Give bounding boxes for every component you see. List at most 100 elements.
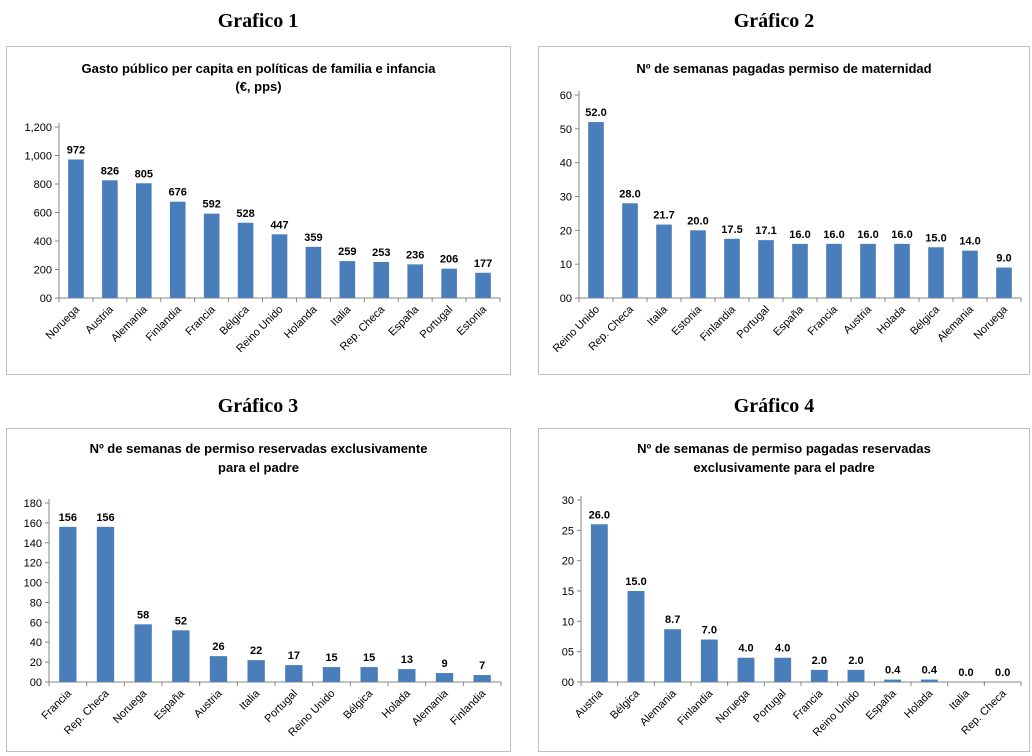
x-tick-label: Holanda [282,303,320,341]
x-tick-label: Holada [875,303,909,337]
bar [962,250,978,298]
data-label: 58 [137,609,149,621]
x-tick-label: España [864,687,899,722]
y-tick-label: 180 [24,498,42,510]
bar [920,679,938,682]
data-label: 0.0 [958,667,973,679]
y-tick-label: 40 [560,158,572,170]
x-tick-label: Italia [237,687,263,713]
data-label: 2.0 [812,655,827,667]
bar [588,122,604,298]
bar [627,591,645,682]
data-label: 15 [325,652,337,664]
y-tick-label: 100 [24,578,42,590]
y-tick-label: 1,000 [24,151,52,163]
x-tick-label: Italia [947,687,973,713]
bar [884,679,902,682]
y-tick-label: 140 [24,538,42,550]
x-tick-label: Finlandia [675,687,716,728]
x-tick-label: Austria [573,687,606,720]
data-label: 28.0 [619,188,640,200]
y-tick-label: 50 [560,124,572,136]
bar [322,667,341,682]
bar [826,243,842,298]
y-tick-label: 25 [562,525,574,537]
bar-chart-4: Nº de semanas de permiso pagadas reserva… [562,441,1022,739]
bar [860,243,876,298]
bar-chart-3: Nº de semanas de permiso reservadas excl… [24,441,502,739]
chart-subtitle: (€, pps) [235,79,281,94]
y-tick-label: 15 [562,586,574,598]
y-tick-label: 1,200 [24,122,52,134]
y-tick-label: 00 [562,677,574,689]
data-label: 156 [96,512,114,524]
x-tick-label: Francia [183,303,218,338]
data-label: 20.0 [687,215,708,227]
data-label: 0.0 [995,667,1010,679]
data-label: 4.0 [738,643,753,655]
data-label: 21.7 [653,210,674,222]
data-label: 805 [135,168,153,180]
x-tick-label: Noruega [972,303,1011,342]
bar [360,667,378,682]
x-tick-label: Finlandia [448,687,489,728]
data-label: 2.0 [848,655,863,667]
bar [622,203,638,298]
chart-frame: Nº de semanas pagadas permiso de materni… [538,46,1030,375]
bar [758,240,774,298]
x-tick-label: Bélgica [608,687,643,722]
y-tick-label: 20 [562,556,574,568]
data-label: 26.0 [589,509,610,521]
bar [774,657,792,682]
y-tick-label: 10 [562,616,574,628]
bar [209,656,228,682]
data-label: 52.0 [585,107,606,119]
y-tick-label: 400 [34,236,52,248]
chart-panel-2: Gráfico 2 Nº de semanas pagadas permiso … [516,0,1032,376]
y-tick-label: 30 [560,192,572,204]
x-tick-label: Noruega [714,687,753,726]
x-tick-label: Alemania [638,687,680,729]
x-tick-label: Bélgica [341,687,376,722]
bar [305,246,322,298]
data-label: 15 [363,652,375,664]
chart-subtitle: para el padre [218,460,299,475]
x-tick-label: Francia [791,687,826,722]
data-label: 826 [101,165,119,177]
chart-frame: Nº de semanas de permiso reservadas excl… [6,428,511,752]
x-tick-label: Austria [83,303,116,336]
y-tick-label: 30 [562,495,574,507]
bar [441,268,457,298]
data-label: 8.7 [665,614,680,626]
x-tick-label: Finlandia [144,303,185,344]
bar [810,669,828,682]
x-tick-label: Alemania [935,303,977,345]
bar [169,201,186,298]
y-tick-label: 120 [24,558,42,570]
data-label: 7 [479,660,485,672]
bar [475,272,491,298]
bar [737,657,755,682]
bar [285,665,303,682]
bar [792,243,808,298]
x-tick-label: Alemania [410,687,452,729]
chart-title: Gasto público per capita en políticas de… [82,61,437,76]
chart-heading: Grafico 1 [217,10,299,32]
bar [271,234,288,298]
bar [96,526,115,682]
y-tick-label: 00 [30,677,42,689]
bar-chart-2: Nº de semanas pagadas permiso de materni… [551,61,1022,355]
bar [724,238,740,298]
x-tick-label: Noruega [44,303,83,342]
y-tick-label: 60 [560,90,572,102]
x-tick-label: Alemania [109,303,151,345]
y-tick-label: 05 [562,647,574,659]
bar [68,159,84,298]
y-tick-label: 200 [34,265,52,277]
chart-heading: Gráfico 2 [733,10,815,32]
y-tick-label: 10 [560,259,572,271]
data-label: 9.0 [996,253,1011,265]
bar [134,624,152,682]
bar [237,222,254,298]
data-label: 9 [441,658,447,670]
